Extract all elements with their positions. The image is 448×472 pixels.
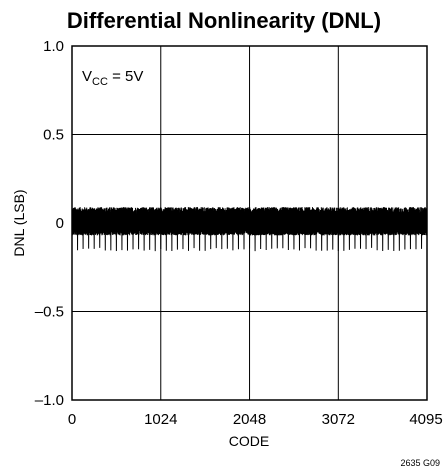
figure-code: 2635 G09 xyxy=(400,458,440,468)
y-tick-label-0: 1.0 xyxy=(43,38,64,55)
dnl-trace xyxy=(71,207,428,252)
x-tick-labels: 0 1024 2048 3072 4095 xyxy=(68,411,443,428)
svg-text:VCC = 5V: VCC = 5V xyxy=(82,68,143,88)
y-tick-label-3: –0.5 xyxy=(35,304,64,321)
vcc-annotation-suffix: = 5V xyxy=(108,68,143,85)
chart-title: Differential Nonlinearity (DNL) xyxy=(67,8,381,33)
vcc-annotation: VCC = 5V xyxy=(82,68,143,88)
vcc-annotation-prefix: V xyxy=(82,68,92,85)
x-tick-label-4: 4095 xyxy=(409,411,442,428)
x-tick-label-3: 3072 xyxy=(322,411,355,428)
x-axis-label: CODE xyxy=(229,433,269,449)
x-tick-label-0: 0 xyxy=(68,411,76,428)
x-tick-label-2: 2048 xyxy=(233,411,266,428)
y-tick-labels: 1.0 0.5 0 –0.5 –1.0 xyxy=(35,38,64,409)
plot-frame xyxy=(71,45,428,401)
dnl-series-line xyxy=(71,207,428,252)
vcc-annotation-subscript: CC xyxy=(92,76,108,88)
y-tick-label-1: 0.5 xyxy=(43,127,64,144)
x-tick-label-1: 1024 xyxy=(144,411,177,428)
y-axis-label: DNL (LSB) xyxy=(11,189,27,256)
y-tick-label-2: 0 xyxy=(56,215,64,232)
y-tick-label-4: –1.0 xyxy=(35,392,64,409)
